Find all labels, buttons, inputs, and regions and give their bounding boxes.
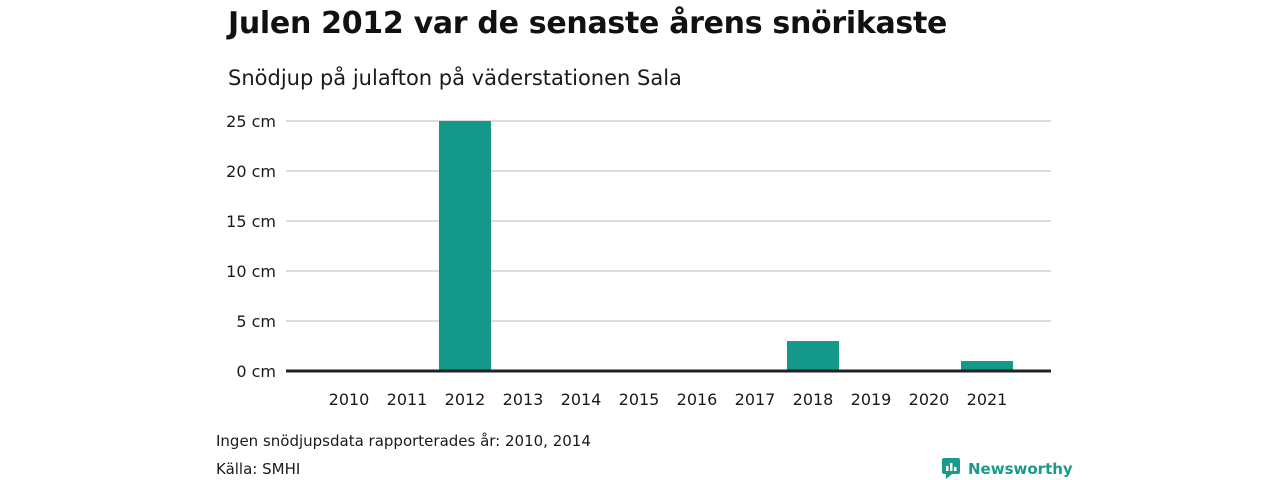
x-tick-label: 2014: [561, 390, 602, 409]
bar-chart: 0 cm 5 cm 10 cm 15 cm 20 cm 25 cm 2010 2011 2012…: [226, 112, 1051, 409]
bars: [439, 121, 1013, 371]
bar: [439, 121, 491, 371]
x-tick-label: 2011: [387, 390, 428, 409]
bar: [961, 361, 1013, 371]
y-tick-label: 10 cm: [226, 262, 276, 281]
chart-title: Julen 2012 var de senaste årens snörikas…: [228, 6, 948, 41]
newsworthy-logo-icon: [942, 458, 960, 479]
x-tick-label: 2016: [677, 390, 718, 409]
newsworthy-logo-text: Newsworthy: [968, 460, 1073, 478]
x-tick-label: 2017: [735, 390, 776, 409]
x-tick-label: 2020: [909, 390, 950, 409]
y-tick-label: 20 cm: [226, 162, 276, 181]
chart-source: Källa: SMHI: [216, 460, 301, 478]
newsworthy-logo[interactable]: Newsworthy: [942, 458, 1073, 480]
y-tick-label: 15 cm: [226, 212, 276, 231]
x-tick-label: 2021: [967, 390, 1008, 409]
grid-lines: [286, 120, 1051, 322]
x-tick-label: 2013: [503, 390, 544, 409]
chart-subtitle: Snödjup på julafton på väderstationen Sa…: [228, 66, 682, 90]
bar: [787, 341, 839, 371]
x-tick-label: 2015: [619, 390, 660, 409]
x-tick-label: 2019: [851, 390, 892, 409]
x-tick-label: 2018: [793, 390, 834, 409]
chart-note: Ingen snödjupsdata rapporterades år: 201…: [216, 432, 591, 450]
y-tick-label: 0 cm: [236, 362, 276, 381]
x-tick-label: 2010: [329, 390, 370, 409]
x-tick-label: 2012: [445, 390, 486, 409]
axes: 0 cm 5 cm 10 cm 15 cm 20 cm 25 cm 2010 2011 2012…: [226, 112, 1051, 409]
y-tick-label: 25 cm: [226, 112, 276, 131]
y-tick-label: 5 cm: [236, 312, 276, 331]
